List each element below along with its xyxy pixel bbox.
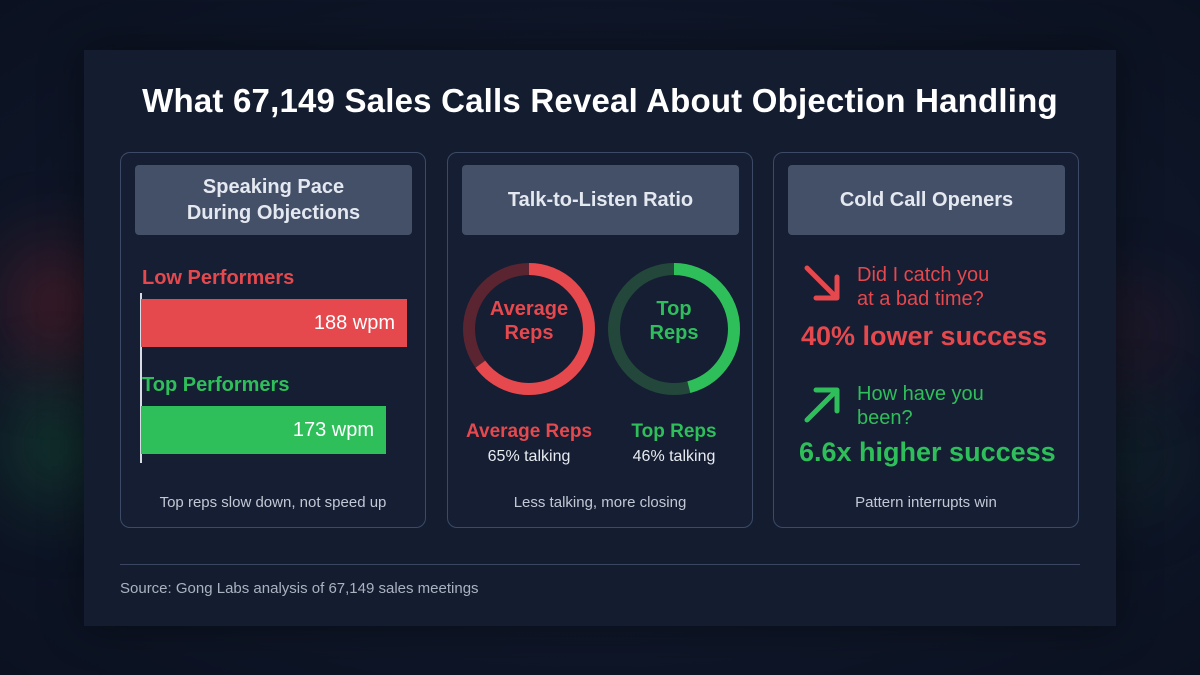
speaking-pace-title-line2: During Objections [186,202,361,224]
donut-top-sub: 46% talking [632,448,716,465]
cold-call-panel: Cold Call Openers Did I catch you at a b… [773,152,1079,528]
speaking-pace-panel: Speaking Pace During Objections Low Perf… [120,152,426,528]
bar-value-top: 173 wpm [292,418,374,441]
source-note: Source: Gong Labs analysis of 67,149 sal… [120,580,479,597]
donut-average-sub: 65% talking [487,448,571,465]
talk-listen-header: Talk-to-Listen Ratio [462,165,739,235]
opener-how-been: How have you been? [857,382,984,430]
opener-bad-time-result: 40% lower success [801,321,1048,351]
bar-low-performers: 188 wpm [141,299,407,347]
page-title: What 67,149 Sales Calls Reveal About Obj… [142,82,1058,119]
opener-how-been-line1: How have you [857,383,984,405]
bar-axis [140,293,142,463]
donut-average-center-label: Average Reps [469,297,589,345]
footer-divider [120,564,1080,565]
donut-top-arc [608,263,740,395]
donut-top-center-text: Top Reps [649,298,699,344]
opener-how-been-line2: been? [857,407,913,429]
opener-bad-time-line2: at a bad time? [857,288,984,310]
donut-top-caption: Top Reps [631,421,717,442]
speaking-pace-title-line1: Speaking Pace [202,176,345,198]
opener-bad-time-line1: Did I catch you [857,264,990,286]
speaking-pace-header: Speaking Pace During Objections [135,165,412,235]
donut-charts [463,263,740,395]
donut-average-arc [463,263,595,395]
opener-how-been-result: 6.6x higher success [799,437,1056,467]
bar-top-performers: 173 wpm [141,406,386,454]
cold-call-header: Cold Call Openers [788,165,1065,235]
cold-call-caption: Pattern interrupts win [855,494,997,511]
donut-top-center-label: Top Reps [614,297,734,345]
bar-value-low: 188 wpm [313,311,395,334]
donut-average-caption: Average Reps [465,421,593,442]
opener-bad-time: Did I catch you at a bad time? [857,263,989,311]
bar-label-top: Top Performers [142,374,290,396]
talk-listen-caption: Less talking, more closing [513,494,687,511]
donut-average-center-text: Average Reps [489,298,569,344]
arrow-up-right-icon [804,387,840,423]
bar-label-low: Low Performers [142,267,295,289]
talk-listen-panel: Talk-to-Listen Ratio Average Reps Top Re… [447,152,753,528]
arrow-down-right-icon [804,265,840,301]
speaking-pace-caption: Top reps slow down, not speed up [159,494,387,511]
